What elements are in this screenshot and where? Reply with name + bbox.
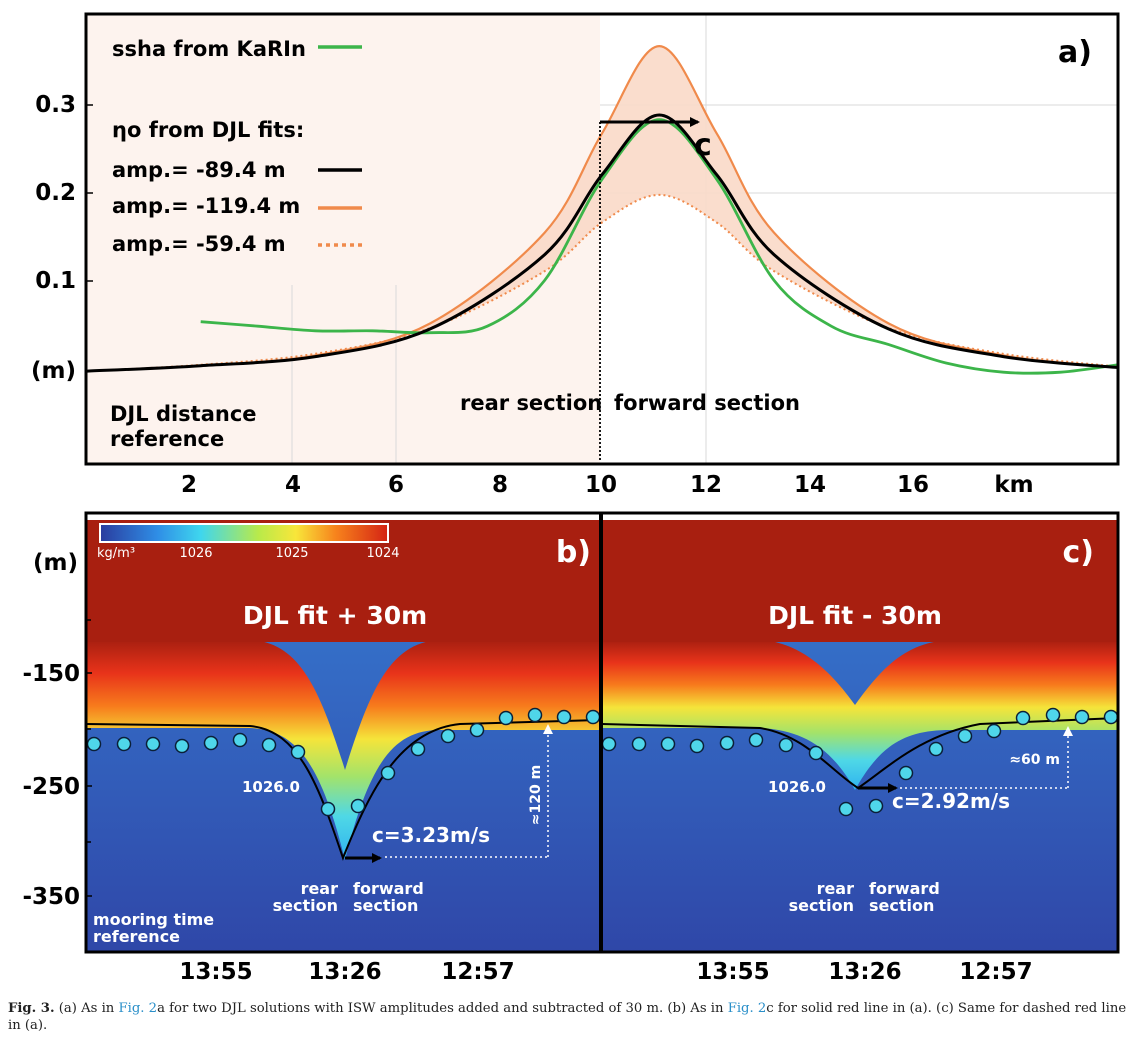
legend-fit-black: amp.= -89.4 m — [112, 158, 286, 182]
figure-3: c a) ssha from KaRIn ηo from DJL fits: a… — [22, 12, 1120, 985]
legend-fit-orange: amp.= -119.4 m — [112, 194, 300, 218]
time-tick: 13:55 — [179, 959, 252, 985]
panel-a-frame — [84, 12, 1120, 466]
panel-c-amplitude: ≈60 m — [1009, 752, 1060, 768]
x-tick: 10 — [585, 472, 617, 498]
time-tick: 13:55 — [696, 959, 769, 985]
panel-c-speed: c=2.92m/s — [892, 789, 1010, 813]
rear-section-shade — [86, 14, 600, 464]
time-tick: 12:57 — [441, 959, 514, 985]
x-tick: 6 — [388, 472, 404, 498]
panel-b-section-labels: rear section forward section mooring tim… — [93, 879, 424, 946]
panel-b-amplitude-arrowhead — [543, 724, 553, 734]
ssha-curve — [200, 118, 1119, 375]
colorbar-tick: 1025 — [275, 546, 308, 561]
panel-c-fwd-2: section — [869, 896, 934, 915]
panel-b-ref-1: mooring time — [93, 910, 214, 929]
depth-tickmarks — [86, 619, 92, 897]
y-tick: 0.1 — [35, 268, 76, 294]
panel-c-isopycnal-label: 1026.0 — [768, 778, 826, 796]
panel-b-ref-2: reference — [93, 927, 180, 946]
panel-c-amplitude-arrowhead — [1063, 726, 1073, 736]
x-tick: 16 — [897, 472, 929, 498]
y-tick: 0.2 — [35, 180, 76, 206]
colorbar: kg/m³ 1026 1025 1024 — [97, 523, 400, 561]
x-tick: 2 — [181, 472, 197, 498]
panel-a-y-axis: 0.1 0.2 0.3 (m) — [31, 92, 76, 384]
panel-b: ≈120 m c=3.23m/s 1026.0 DJL fit + 30m b)… — [86, 520, 601, 952]
panel-b-amplitude: ≈120 m — [528, 765, 544, 825]
legend-djl-header: ηo from DJL fits: — [112, 118, 304, 142]
legend: ssha from KaRIn ηo from DJL fits: amp.= … — [112, 37, 362, 256]
y-unit: (m) — [31, 358, 76, 384]
panel-a-x-axis: 2 4 6 8 10 12 14 16 km — [181, 472, 1034, 498]
colorbar-tick: 1026 — [179, 546, 212, 561]
caption-ref-2[interactable]: Fig. 2 — [727, 1001, 767, 1016]
caption-text-3: c for solid red line in (a). (c) Same fo… — [8, 1001, 1127, 1033]
time-tick: 13:26 — [308, 959, 381, 985]
panel-b-mooring-points — [86, 707, 601, 817]
fit-range-band — [86, 46, 1118, 372]
panel-b-pycnocline — [86, 640, 599, 860]
time-tick: 13:26 — [828, 959, 901, 985]
panel-c-fwd-1: forward — [869, 879, 940, 898]
time-axis-c: 13:55 13:26 12:57 — [696, 959, 1032, 985]
caption-text-1: (a) As in — [54, 1001, 119, 1016]
time-axis-b: 13:55 13:26 12:57 — [179, 959, 514, 985]
time-tick: 12:57 — [959, 959, 1032, 985]
panel-b-isopycnal-label: 1026.0 — [242, 778, 300, 796]
panel-c-pycnocline — [602, 640, 1118, 790]
x-unit: km — [994, 472, 1033, 498]
panel-c-label: c) — [1063, 535, 1095, 570]
panel-a: c a) ssha from KaRIn ηo from DJL fits: a… — [31, 12, 1120, 498]
rear-section-label: rear section — [460, 391, 602, 415]
caption-ref-1[interactable]: Fig. 2 — [118, 1001, 158, 1016]
figure-caption: Fig. 3. (a) As in Fig. 2a for two DJL so… — [8, 1000, 1138, 1034]
panel-b-title: DJL fit + 30m — [243, 601, 427, 630]
panel-b-rear-1: rear — [301, 879, 339, 898]
x-tick: 12 — [690, 472, 722, 498]
panel-b-rear-2: section — [273, 896, 338, 915]
depth-unit: (m) — [33, 550, 78, 576]
speed-label: c — [694, 128, 712, 163]
panel-b-isopycnal — [86, 719, 599, 861]
panel-c-section-labels: rear section forward section — [789, 879, 940, 915]
panel-c-title: DJL fit - 30m — [768, 601, 942, 630]
panel-c-mooring-points — [601, 707, 1119, 817]
legend-fit-dotted: amp.= -59.4 m — [112, 232, 286, 256]
panel-a-y-tickmarks — [86, 104, 93, 282]
panel-b-fwd-2: section — [353, 896, 418, 915]
panel-c-rear-2: section — [789, 896, 854, 915]
panel-c: ≈60 m c=2.92m/s 1026.0 DJL fit - 30m c) … — [601, 520, 1119, 952]
caption-text-2: a for two DJL solutions with ISW amplitu… — [157, 1001, 728, 1016]
panel-b-fwd-1: forward — [353, 879, 424, 898]
fit-black-curve — [85, 113, 1119, 373]
depth-tick: -350 — [22, 884, 80, 910]
panel-b-speed: c=3.23m/s — [372, 823, 490, 847]
panel-c-top-layer — [602, 520, 1118, 642]
colorbar-unit: kg/m³ — [97, 546, 135, 561]
x-tick: 14 — [794, 472, 826, 498]
reference-label-line1: DJL distance — [110, 402, 257, 426]
depth-tick: -250 — [22, 774, 80, 800]
forward-section-label: forward section — [614, 391, 800, 415]
panel-b-label: b) — [556, 535, 591, 570]
colorbar-tick: 1024 — [366, 546, 399, 561]
y-tick: 0.3 — [35, 92, 76, 118]
x-tick: 8 — [492, 472, 508, 498]
reference-label-line2: reference — [110, 427, 224, 451]
depth-axis: (m) -150 -250 -350 — [22, 550, 80, 910]
panel-c-rear-1: rear — [817, 879, 855, 898]
caption-fig-label: Fig. 3. — [8, 1001, 55, 1016]
x-tick: 4 — [285, 472, 301, 498]
panel-a-label: a) — [1058, 35, 1092, 70]
colorbar-gradient — [99, 523, 389, 543]
depth-tick: -150 — [22, 661, 80, 687]
legend-ssha: ssha from KaRIn — [112, 37, 306, 61]
